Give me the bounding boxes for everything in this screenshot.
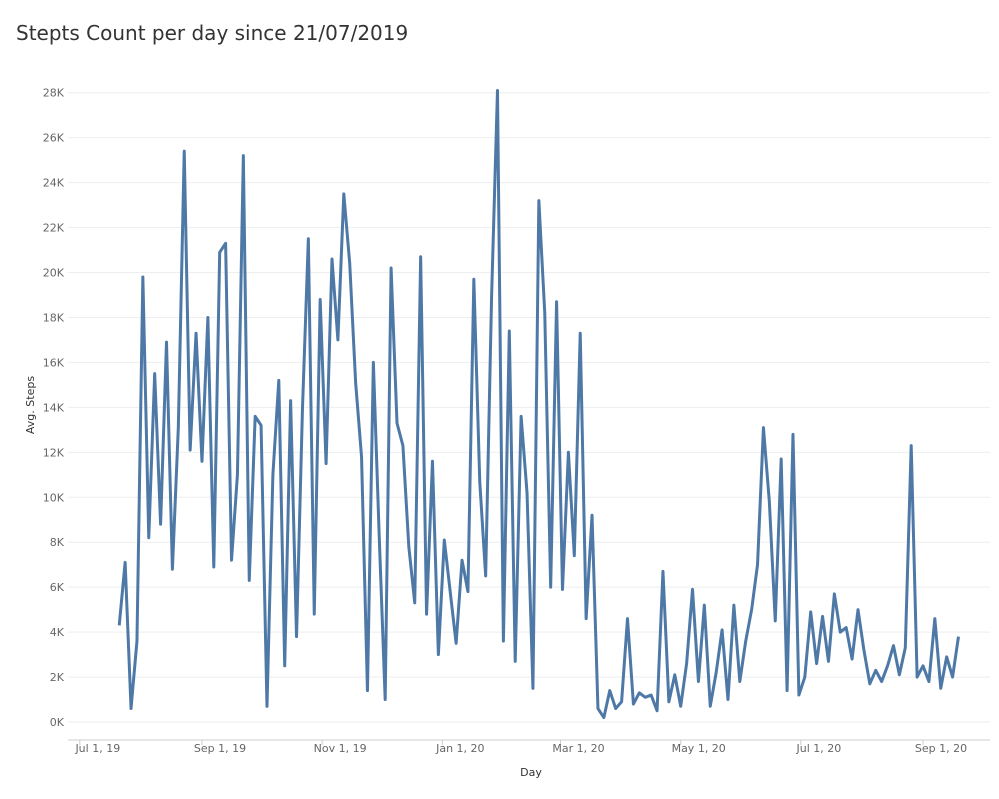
x-axis-title: Day [520,766,542,779]
x-tick-label: May 1, 20 [672,742,726,755]
y-tick-label: 0K [50,716,65,729]
x-tick-label: Nov 1, 19 [314,742,367,755]
y-tick-label: 6K [50,581,65,594]
chart-title: Stepts Count per day since 21/07/2019 [16,21,408,45]
y-axis-title: Avg. Steps [24,376,37,434]
x-tick-label: Mar 1, 20 [552,742,604,755]
y-tick-label: 20K [43,267,65,280]
y-tick-label: 16K [43,356,65,369]
y-tick-label: 12K [43,446,65,459]
x-tick-label: Sep 1, 19 [194,742,246,755]
x-tick-label: Jul 1, 20 [795,742,841,755]
y-tick-label: 26K [43,132,65,145]
y-tick-label: 14K [43,401,65,414]
y-tick-label: 10K [43,491,65,504]
y-tick-label: 2K [50,671,65,684]
y-tick-label: 24K [43,177,65,190]
y-tick-label: 4K [50,626,65,639]
y-tick-label: 28K [43,87,65,100]
y-tick-label: 18K [43,311,65,324]
x-tick-label: Sep 1, 20 [915,742,967,755]
x-tick-label: Jul 1, 19 [74,742,120,755]
x-tick-label: Jan 1, 20 [435,742,484,755]
data-line [117,88,960,720]
y-tick-label: 22K [43,222,65,235]
y-tick-label: 8K [50,536,65,549]
